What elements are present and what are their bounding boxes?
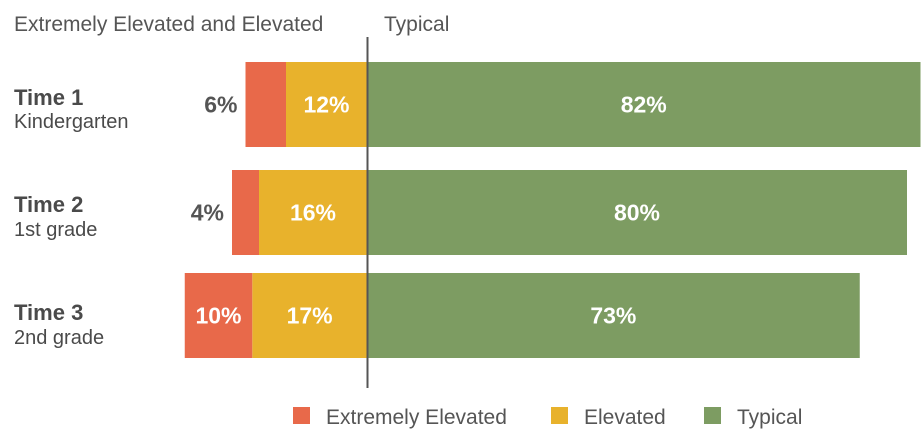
- row-subtitle: 1st grade: [14, 219, 97, 241]
- row-subtitle: 2nd grade: [14, 327, 104, 349]
- data-label: 82%: [621, 92, 667, 118]
- legend-swatch: [704, 407, 721, 424]
- header-left-label: Extremely Elevated and Elevated: [14, 13, 323, 36]
- legend-swatch: [551, 407, 568, 424]
- legend-label: Elevated: [584, 406, 666, 429]
- data-label: 12%: [303, 92, 349, 118]
- row-title: Time 1: [14, 85, 83, 110]
- data-label: 73%: [590, 303, 636, 329]
- legend-swatch: [293, 407, 310, 424]
- bar-segment: [367, 62, 921, 147]
- data-label: 6%: [204, 92, 237, 118]
- bar-segment: [367, 170, 907, 255]
- data-label: 4%: [191, 200, 224, 226]
- row-subtitle: Kindergarten: [14, 111, 129, 133]
- bar-segment: [184, 273, 253, 358]
- data-label: 80%: [614, 200, 660, 226]
- bar-segment: [245, 62, 286, 147]
- row-title: Time 3: [14, 300, 83, 325]
- legend: Extremely Elevated Elevated Typical: [293, 406, 802, 429]
- data-label: 16%: [290, 200, 336, 226]
- bar-segment: [286, 62, 367, 147]
- bar-segment: [232, 170, 259, 255]
- bar-segment: [367, 273, 860, 358]
- data-label: 10%: [195, 303, 241, 329]
- header-right-label: Typical: [384, 13, 449, 36]
- legend-item: Extremely Elevated: [293, 406, 507, 429]
- legend-item: Elevated: [551, 406, 666, 429]
- data-label: 17%: [287, 303, 333, 329]
- legend-item: Typical: [704, 406, 802, 429]
- legend-label: Extremely Elevated: [326, 406, 507, 429]
- bar-segment: [259, 170, 367, 255]
- legend-label: Typical: [737, 406, 802, 429]
- bar-segment: [252, 273, 367, 358]
- row-title: Time 2: [14, 192, 83, 217]
